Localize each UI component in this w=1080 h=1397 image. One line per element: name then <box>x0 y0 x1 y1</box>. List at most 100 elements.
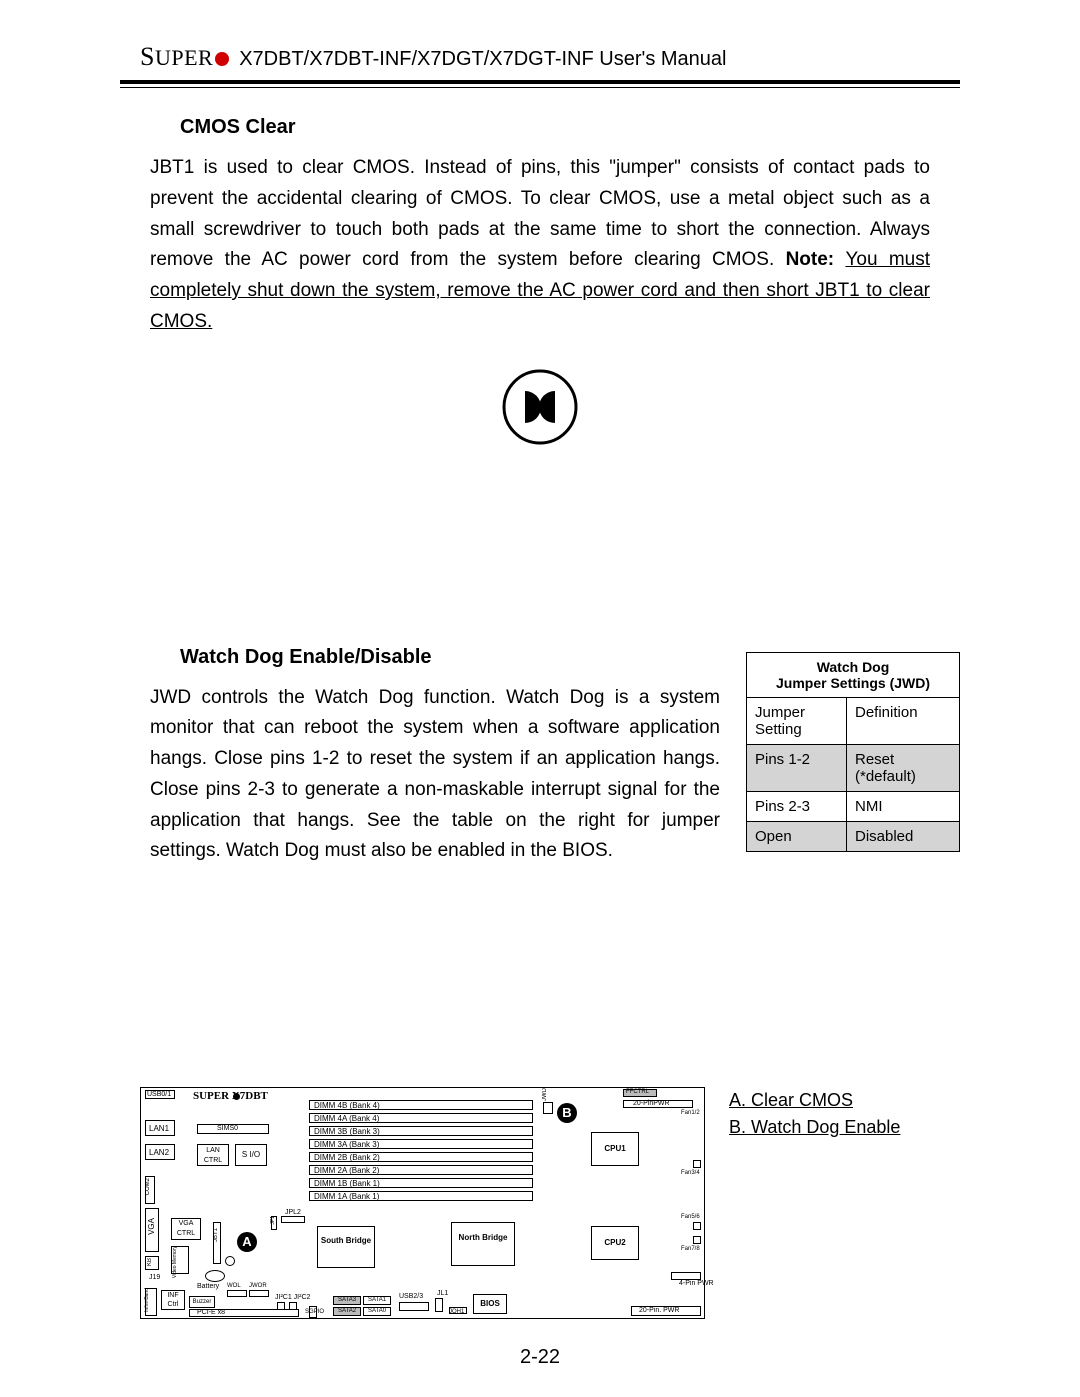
jl1-box <box>435 1298 443 1312</box>
heading-watchdog: Watch Dog Enable/Disable <box>180 646 720 669</box>
buzzer-box: Buzzer <box>189 1296 215 1308</box>
sata1-box: SATA1 <box>363 1296 391 1305</box>
wol-box <box>227 1290 247 1297</box>
jt-r2c1: Disabled <box>847 821 960 851</box>
dimm-slot: DIMM 4B (Bank 4) <box>309 1100 533 1110</box>
table-row: Pins 1-2 Reset (*default) <box>747 744 960 791</box>
lbl-fan12: Fan1/2 <box>681 1110 700 1116</box>
board-brand: SUPER X7DBT <box>193 1090 268 1102</box>
dimm-slot: DIMM 1B (Bank 1) <box>309 1178 533 1188</box>
north-box: North Bridge <box>451 1222 515 1266</box>
page-header: SUPER X7DBT/X7DBT-INF/X7DGT/X7DGT-INF Us… <box>120 42 960 72</box>
lbl-usb23: USB2/3 <box>399 1293 423 1300</box>
jpl2-box <box>281 1216 305 1223</box>
dimm-slot: DIMM 4A (Bank 4) <box>309 1113 533 1123</box>
lbl-fan56: Fan5/6 <box>681 1214 700 1220</box>
board-brand-dot-icon <box>233 1093 240 1100</box>
infctrl-box: INF Ctrl <box>161 1290 185 1310</box>
header-rule <box>120 80 960 88</box>
legend-b: B. Watch Dog Enable <box>729 1114 900 1141</box>
fan34-box <box>693 1160 701 1168</box>
pin4-box <box>671 1272 701 1280</box>
lbl-joh1: JOH1 <box>449 1309 464 1315</box>
lbl-jwor: JWOR <box>249 1283 267 1289</box>
lbl-battery: Battery <box>197 1283 219 1290</box>
jt-r0c1: Reset (*default) <box>847 744 960 791</box>
lbl-com2: COM2 <box>145 1178 151 1195</box>
dimm-slot: DIMM 2B (Bank 2) <box>309 1152 533 1162</box>
lbl-j19: J19 <box>149 1274 160 1281</box>
lbl-wol: WOL <box>227 1283 241 1289</box>
watchdog-right: Watch Dog Jumper Settings (JWD) Jumper S… <box>746 646 960 868</box>
marker-a: A <box>237 1232 257 1252</box>
lbl-vga: VGA <box>147 1218 156 1235</box>
bios-box: BIOS <box>473 1294 507 1314</box>
lbl-pin20b: 20-Pin. PWR <box>639 1307 679 1314</box>
brand-rest: UPER <box>155 45 213 70</box>
lbl-infini: Infini-Band <box>145 1288 150 1312</box>
lbl-kb: KB <box>147 1258 153 1266</box>
lbl-sgpio: SGPIO <box>305 1309 324 1315</box>
brand-logo: SUPER <box>140 42 229 72</box>
south-box: South Bridge <box>317 1226 375 1268</box>
jumper-table-title: Watch Dog Jumper Settings (JWD) <box>747 652 960 697</box>
lbl-usb01: USB0/1 <box>147 1091 171 1098</box>
para-watchdog: JWD controls the Watch Dog function. Wat… <box>150 683 720 868</box>
board-diagram: USB0/1 SUPER X7DBT DIMM 4B (Bank 4) DIMM … <box>140 1087 705 1319</box>
board-brand-text: SUPER X7DBT <box>193 1090 268 1102</box>
cmos-pad-icon <box>501 368 579 446</box>
section-watchdog: Watch Dog Enable/Disable JWD controls th… <box>120 646 960 868</box>
lbl-jwd: JWD <box>542 1088 548 1101</box>
jumper-table-header: Watch Dog Jumper Settings (JWD) <box>747 652 960 697</box>
lbl-video: Video Memory <box>172 1246 179 1278</box>
brand-s: S <box>140 42 155 71</box>
table-row: Pins 2-3 NMI <box>747 791 960 821</box>
heading-cmos-clear: CMOS Clear <box>180 116 960 139</box>
marker-b: B <box>557 1103 577 1123</box>
jt-title-1: Watch Dog <box>817 659 890 675</box>
jwd-box <box>543 1102 553 1114</box>
sio-box: S I/O <box>235 1144 267 1166</box>
fan56-box <box>693 1222 701 1230</box>
lbl-pcie: PCI-E x8 <box>197 1309 225 1316</box>
battery-icon <box>205 1270 225 1282</box>
usb23-box <box>399 1302 429 1311</box>
section-cmos-clear: CMOS Clear JBT1 is used to clear CMOS. I… <box>120 116 960 446</box>
lbl-jp1: JP1 <box>270 1216 276 1225</box>
lbl-lan2: LAN2 <box>149 1148 169 1157</box>
i2c1-box <box>277 1302 285 1310</box>
lbl-ffctrl: FFCTRL <box>626 1089 649 1095</box>
lanctrl-box: LAN CTRL <box>197 1144 229 1166</box>
lbl-sims0: SIMS0 <box>217 1125 238 1132</box>
lbl-jbt1: JBT1 <box>213 1228 219 1242</box>
lbl-fan34: Fan3/4 <box>681 1170 700 1176</box>
sata0-box: SATA0 <box>363 1307 391 1316</box>
note-label: Note: <box>786 249 846 270</box>
jbt1-pad-icon <box>225 1256 235 1266</box>
lbl-lan1: LAN1 <box>149 1124 169 1133</box>
dimm-slot: DIMM 2A (Bank 2) <box>309 1165 533 1175</box>
jt-col0: Jumper Setting <box>747 697 847 744</box>
i2c2-box <box>289 1302 297 1310</box>
jumper-table-cols: Jumper Setting Definition <box>747 697 960 744</box>
lbl-i2c: JI²C1 JI²C2 <box>275 1294 310 1301</box>
jt-r0c0: Pins 1-2 <box>747 744 847 791</box>
page-number: 2-22 <box>0 1346 1080 1369</box>
lbl-jpl2: JPL2 <box>285 1209 301 1216</box>
watchdog-left: Watch Dog Enable/Disable JWD controls th… <box>120 646 720 868</box>
lbl-jl1: JL1 <box>437 1290 448 1297</box>
brand-dot-icon <box>215 52 229 66</box>
cpu2-box: CPU2 <box>591 1226 639 1260</box>
legend-a: A. Clear CMOS <box>729 1087 900 1114</box>
jumper-table: Watch Dog Jumper Settings (JWD) Jumper S… <box>746 652 960 852</box>
jwor-box <box>249 1290 269 1297</box>
dimm-slot: DIMM 3A (Bank 3) <box>309 1139 533 1149</box>
board-legend: A. Clear CMOS B. Watch Dog Enable <box>729 1087 900 1141</box>
jt-r1c1: NMI <box>847 791 960 821</box>
header-title: X7DBT/X7DBT-INF/X7DGT/X7DGT-INF User's M… <box>239 48 726 71</box>
jt-r2c0: Open <box>747 821 847 851</box>
lbl-pin4: 4-Pin PWR <box>679 1280 714 1287</box>
sata2-box: SATA2 <box>333 1307 361 1316</box>
lbl-fan78: Fan7/8 <box>681 1246 700 1252</box>
jt-col1: Definition <box>847 697 960 744</box>
